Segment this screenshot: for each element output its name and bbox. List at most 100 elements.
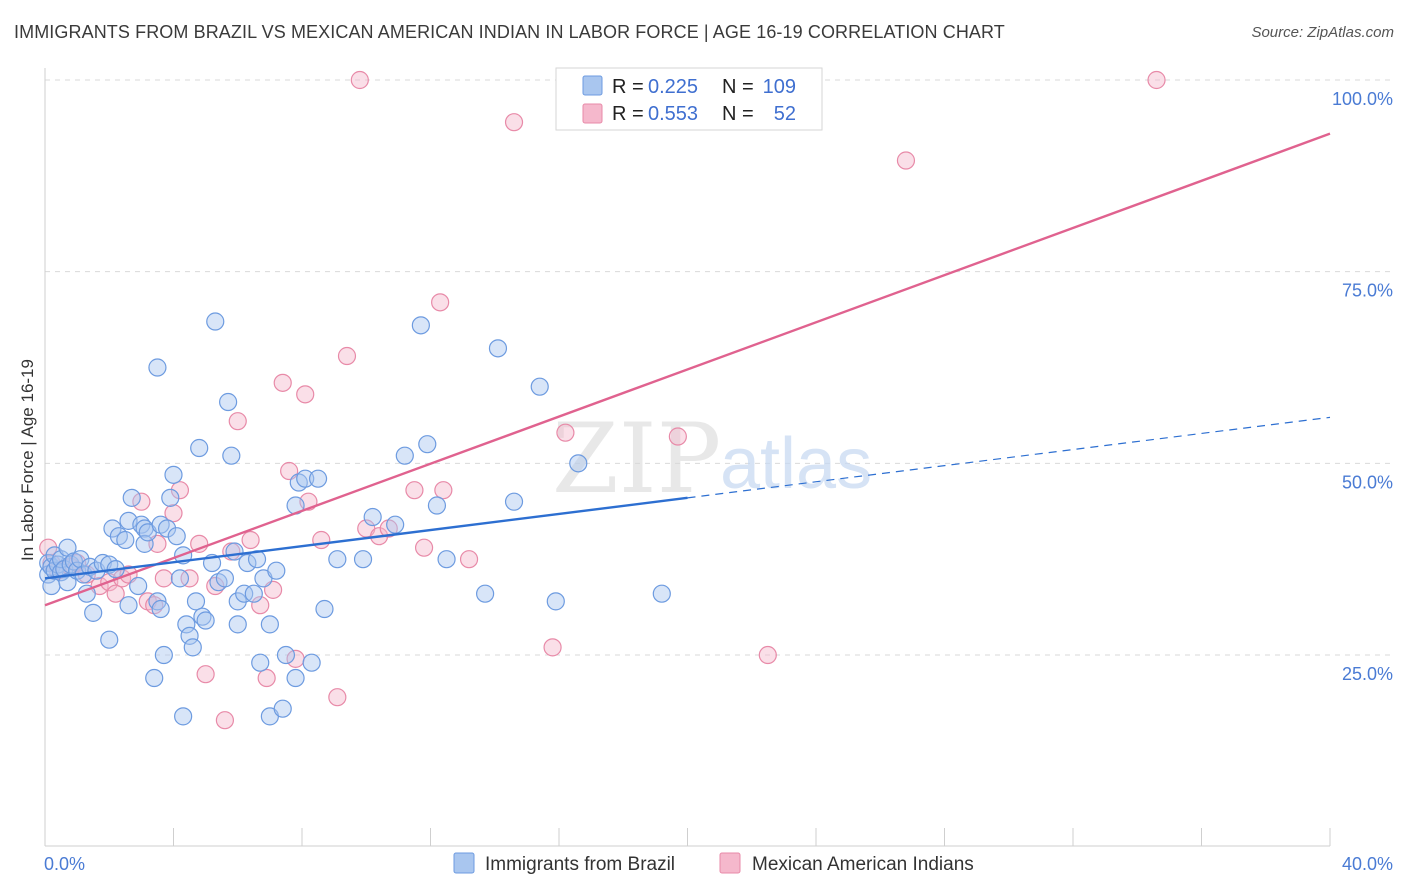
series-immigrants-from-brazil-points bbox=[39, 312, 671, 726]
blue-point-53 bbox=[190, 438, 209, 458]
legend-r-label-2: R = bbox=[612, 103, 644, 125]
blue-point-45 bbox=[167, 527, 186, 546]
pink-point-52 bbox=[1147, 70, 1166, 90]
blue-point-91 bbox=[437, 550, 456, 569]
pink-point-18 bbox=[180, 569, 199, 588]
pink-point-22 bbox=[215, 711, 234, 730]
pink-point-16 bbox=[164, 504, 183, 523]
blue-point-90 bbox=[427, 496, 447, 515]
pink-point-11 bbox=[132, 492, 151, 511]
trend-lines bbox=[44, 132, 1331, 607]
blue-point-63 bbox=[228, 615, 247, 634]
pink-point-32 bbox=[296, 385, 315, 404]
pink-point-50 bbox=[758, 645, 777, 665]
pink-point-42 bbox=[414, 538, 434, 557]
blue-point-65 bbox=[235, 584, 254, 603]
blue-point-66 bbox=[238, 553, 257, 573]
watermark-atlas: atlas bbox=[720, 424, 872, 504]
blue-point-98 bbox=[652, 584, 671, 603]
blue-point-49 bbox=[177, 615, 196, 634]
blue-point-52 bbox=[186, 592, 206, 611]
series-legend: Immigrants from Brazil Mexican American … bbox=[453, 852, 974, 875]
blue-point-46 bbox=[170, 569, 190, 588]
pink-point-35 bbox=[328, 688, 347, 707]
legend-n-value-1: 109 bbox=[763, 76, 796, 98]
y-tick-label-50: 50.0% bbox=[1342, 472, 1393, 492]
axes: 25.0% 50.0% 75.0% 100.0% 0.0% 40.0% bbox=[44, 68, 1393, 874]
pink-point-41 bbox=[405, 481, 424, 500]
chart-title: IMMIGRANTS FROM BRAZIL VS MEXICAN AMERIC… bbox=[14, 22, 1005, 42]
y-tick-label-100: 100.0% bbox=[1332, 89, 1393, 109]
blue-point-15 bbox=[71, 550, 90, 569]
pink-point-27 bbox=[257, 668, 276, 688]
legend-swatch-blue bbox=[582, 75, 603, 96]
y-tick-label-25: 25.0% bbox=[1342, 664, 1393, 684]
bottom-legend-swatch-pink bbox=[719, 852, 741, 874]
bottom-legend-label-brazil: Immigrants from Brazil bbox=[485, 854, 675, 875]
blue-point-31 bbox=[129, 576, 148, 596]
pink-point-15 bbox=[154, 569, 173, 588]
pink-point-51 bbox=[896, 151, 916, 170]
blue-point-84 bbox=[353, 550, 373, 569]
blue-point-85 bbox=[363, 507, 382, 527]
blue-point-36 bbox=[145, 668, 164, 688]
legend-n-value-2: 52 bbox=[774, 103, 796, 125]
legend-r-value-1: 0.225 bbox=[648, 76, 698, 98]
blue-point-34 bbox=[135, 534, 154, 553]
blue-point-41 bbox=[154, 645, 173, 665]
correlation-legend: R = 0.225 N = 109 R = 0.553 N = 52 bbox=[555, 67, 823, 131]
blue-point-43 bbox=[161, 488, 180, 507]
x-tick-label-max: 40.0% bbox=[1342, 854, 1393, 874]
y-tick-label-75: 75.0% bbox=[1342, 281, 1393, 301]
pink-point-46 bbox=[504, 113, 524, 132]
blue-point-50 bbox=[180, 626, 199, 645]
blue-point-76 bbox=[286, 668, 305, 688]
trend-line-mexican-american-indians bbox=[44, 132, 1331, 607]
trend-line-brazil-extension bbox=[687, 416, 1331, 499]
blue-point-83 bbox=[328, 550, 347, 569]
blue-point-75 bbox=[276, 645, 296, 665]
blue-point-97 bbox=[569, 454, 588, 473]
pink-point-25 bbox=[241, 530, 260, 550]
blue-point-19 bbox=[84, 603, 103, 622]
blue-point-29 bbox=[119, 596, 138, 615]
blue-point-48 bbox=[174, 707, 193, 726]
blue-point-39 bbox=[151, 599, 170, 619]
blue-point-93 bbox=[488, 339, 508, 358]
blue-point-80 bbox=[302, 653, 321, 672]
blue-point-71 bbox=[260, 615, 279, 634]
pink-point-8 bbox=[106, 584, 125, 603]
pink-point-34 bbox=[312, 530, 331, 550]
blue-point-73 bbox=[267, 561, 286, 580]
pink-point-20 bbox=[196, 665, 215, 684]
legend-n-label-2: N = bbox=[722, 103, 754, 125]
pink-point-37 bbox=[350, 70, 369, 90]
watermark-zip: ZIP bbox=[552, 403, 721, 515]
legend-n-label-1: N = bbox=[722, 76, 754, 98]
legend-r-label-1: R = bbox=[612, 76, 644, 98]
blue-point-30 bbox=[122, 488, 141, 507]
pink-point-49 bbox=[668, 427, 687, 446]
pink-point-45 bbox=[459, 550, 479, 569]
pink-point-48 bbox=[556, 423, 575, 442]
pink-point-36 bbox=[337, 346, 357, 366]
blue-point-96 bbox=[546, 592, 565, 611]
pink-point-44 bbox=[434, 481, 453, 500]
blue-point-69 bbox=[251, 653, 270, 672]
pink-point-17 bbox=[170, 481, 190, 500]
blue-point-59 bbox=[215, 569, 234, 588]
blue-point-42 bbox=[157, 519, 177, 538]
blue-point-87 bbox=[395, 446, 414, 465]
blue-point-51 bbox=[183, 638, 202, 657]
trend-line-brazil bbox=[44, 496, 688, 580]
x-tick-label-min: 0.0% bbox=[44, 854, 85, 874]
pink-point-47 bbox=[543, 638, 562, 657]
blue-point-55 bbox=[196, 611, 215, 630]
y-axis-label: In Labor Force | Age 16-19 bbox=[18, 359, 37, 561]
pink-point-26 bbox=[251, 596, 270, 615]
chart-source: Source: ZipAtlas.com bbox=[1251, 24, 1394, 41]
blue-point-57 bbox=[206, 312, 225, 331]
blue-point-82 bbox=[315, 599, 334, 619]
blue-point-94 bbox=[504, 492, 524, 511]
